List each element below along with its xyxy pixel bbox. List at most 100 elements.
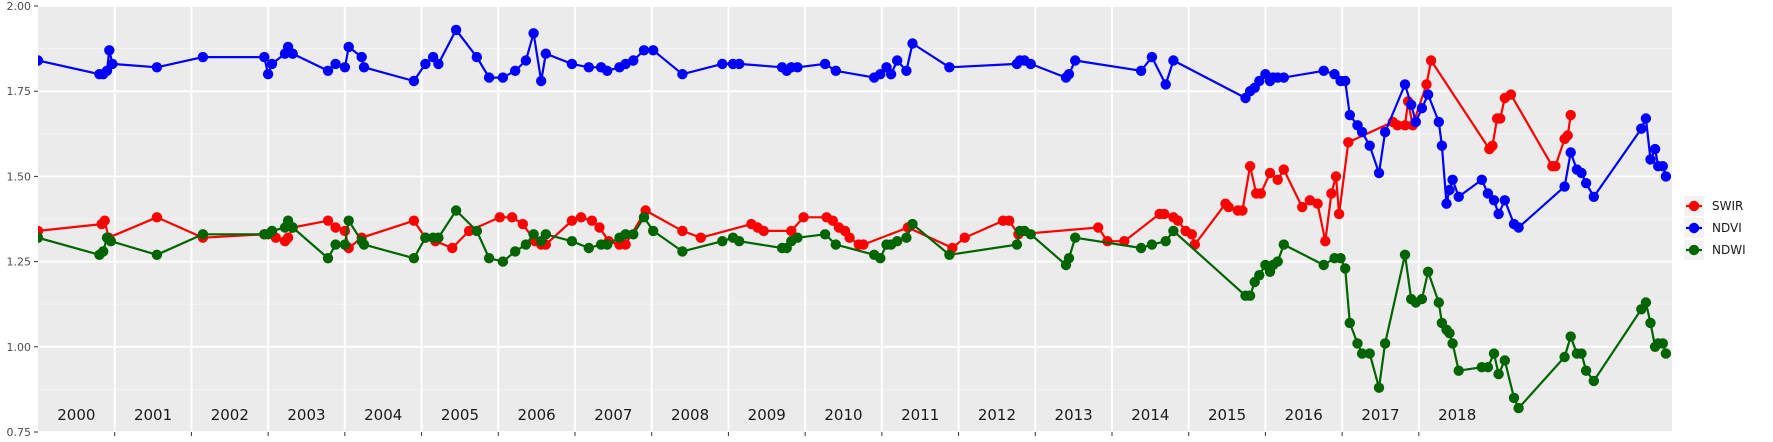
ndvi-point <box>1340 75 1351 87</box>
ndvi-point <box>1146 51 1158 63</box>
ndvi-point <box>483 72 495 83</box>
ndwi-point <box>151 249 163 260</box>
swir-point <box>1421 79 1432 90</box>
ndvi-point <box>266 58 278 70</box>
year-label: 2018 <box>1438 406 1476 424</box>
minor-gridlines <box>38 48 1672 390</box>
ndwi-point <box>98 246 109 257</box>
ndvi-point <box>1565 147 1576 158</box>
legend-label-ndvi: NDVI <box>1712 221 1742 235</box>
ndvi-point <box>734 58 745 70</box>
ndwi-point <box>540 229 551 240</box>
ndwi-point <box>343 215 354 226</box>
ndvi-point <box>151 62 163 73</box>
ndvi-point <box>1254 75 1265 87</box>
year-labels: 2000 2001 2002 2003 2004 2005 2006 2007 2008 2009… <box>57 406 1476 424</box>
ndwi-point <box>1340 263 1351 274</box>
ndwi-point <box>892 236 903 247</box>
year-label: 2008 <box>671 406 709 424</box>
ndwi-point <box>1356 348 1368 359</box>
ndvi-point <box>1476 174 1488 185</box>
ndwi-point <box>1447 338 1458 349</box>
swir-point <box>1172 215 1184 226</box>
ndvi-point <box>510 65 521 77</box>
ndvi-point <box>259 51 270 63</box>
year-label: 2004 <box>364 406 402 424</box>
ndwi-point <box>497 256 509 267</box>
y-tick-label: 1.00 <box>7 341 32 354</box>
ndwi-point <box>792 232 803 243</box>
ndvi-point <box>528 28 539 39</box>
swir-point <box>1255 188 1267 199</box>
ndwi-point <box>339 239 351 250</box>
ndvi-point <box>1640 113 1652 124</box>
year-label: 2011 <box>901 406 939 424</box>
y-tick-label: 1.75 <box>7 85 32 98</box>
ndvi-point <box>1499 195 1511 206</box>
ndwi-point <box>1488 348 1500 359</box>
ndvi-point <box>1373 167 1385 179</box>
swir-point <box>151 212 163 223</box>
ndwi-point <box>1278 239 1290 250</box>
ndwi-point <box>1499 355 1511 366</box>
ndwi-point <box>266 225 278 237</box>
year-label: 2002 <box>211 406 249 424</box>
swir-point <box>1320 236 1331 247</box>
ndwi-point <box>1493 368 1504 380</box>
ndvi-point <box>520 55 532 66</box>
ndvi-point <box>901 65 912 77</box>
swir-point <box>786 225 797 237</box>
ndwi-point <box>602 239 613 250</box>
ndvi-point <box>1406 99 1417 111</box>
ndvi-point <box>262 69 274 80</box>
swir-point <box>1505 89 1517 100</box>
ndvi-point <box>1513 222 1524 233</box>
year-label: 2014 <box>1131 406 1169 424</box>
ndvi-point <box>1070 55 1081 66</box>
ndwi-point <box>944 249 955 260</box>
legend-key-swir-marker <box>1688 200 1700 212</box>
ndwi-point <box>628 229 639 240</box>
swir-point <box>1425 55 1437 66</box>
ndwi-point <box>1580 365 1592 376</box>
ndvi-point <box>1063 69 1075 80</box>
swir-point <box>1399 120 1411 131</box>
ndwi-point <box>1335 253 1346 264</box>
ndwi-point <box>1657 338 1669 349</box>
series-ndwi <box>38 205 1672 414</box>
ndwi-point <box>583 242 594 254</box>
ndwi-point <box>1433 297 1445 308</box>
swir-point <box>586 215 598 226</box>
ndwi-point <box>1645 317 1656 329</box>
swir-point <box>1278 164 1290 175</box>
ndvi-point <box>322 65 334 77</box>
ndvi-point <box>1422 89 1434 100</box>
swir-point <box>517 218 528 230</box>
ndwi-point <box>1588 375 1600 387</box>
ndwi-point <box>1422 266 1434 277</box>
ndvi-point <box>433 58 444 70</box>
ndwi-point <box>520 239 532 250</box>
ndvi-point <box>1356 126 1368 138</box>
ndvi-point <box>1160 79 1171 90</box>
ndwi-point <box>408 253 420 264</box>
series-ndvi <box>38 24 1672 233</box>
ndvi-point <box>536 75 547 87</box>
ndwi-point <box>510 246 521 257</box>
ndwi-point <box>483 253 495 264</box>
y-tick-label: 1.25 <box>7 256 32 269</box>
ndwi-point <box>1160 236 1171 247</box>
swir-point <box>408 215 420 226</box>
ndvi-point <box>420 58 431 70</box>
ndvi-point <box>1441 198 1452 209</box>
ndvi-point <box>356 51 367 63</box>
ndvi-point <box>944 62 955 73</box>
ndwi-point <box>830 239 841 250</box>
swir-point <box>99 215 110 226</box>
swir-point <box>282 232 294 243</box>
ndvi-point <box>38 55 44 66</box>
ndwi-point <box>901 232 912 243</box>
swir-point <box>858 239 869 250</box>
ndvi-point <box>1580 178 1592 189</box>
